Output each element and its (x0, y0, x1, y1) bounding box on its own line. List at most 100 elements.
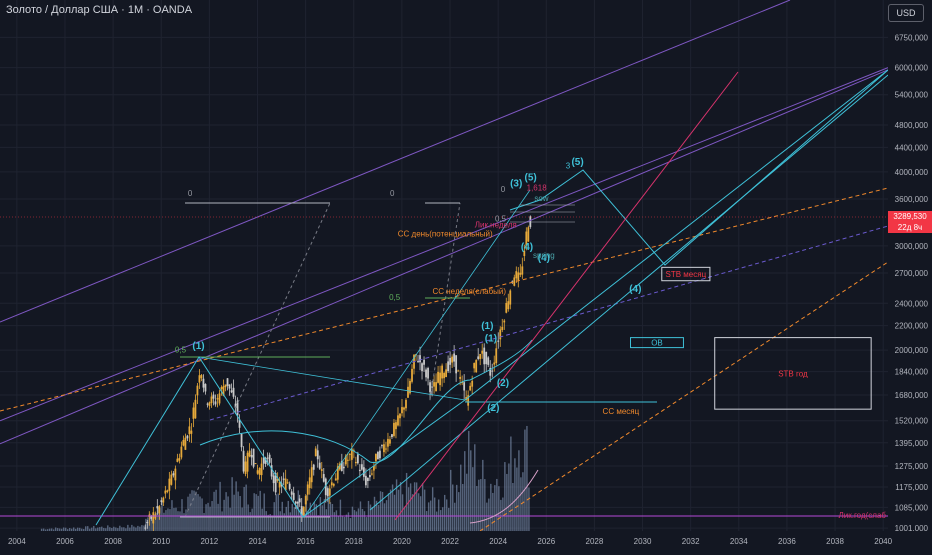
candle-body (276, 478, 279, 481)
candle-body (318, 462, 321, 469)
candle-body (340, 461, 343, 471)
volume-bar (62, 527, 65, 531)
wave-annotation: sow (534, 194, 548, 203)
candle-body (264, 457, 267, 465)
volume-bar (448, 507, 450, 531)
volume-bar (458, 492, 460, 531)
time-axis-tick: 2026 (537, 537, 555, 546)
candle-body (336, 466, 339, 480)
candle-body (443, 372, 445, 379)
candle-body (455, 355, 458, 374)
volume-bar (167, 508, 169, 531)
volume-bar (241, 507, 243, 531)
candle-body (507, 301, 510, 310)
price-axis (888, 0, 932, 550)
candle-body (491, 370, 494, 372)
price-axis-tick: 3600,000 (895, 195, 929, 204)
candle-body (160, 500, 163, 502)
time-axis-tick: 2022 (441, 537, 459, 546)
candle-body (282, 478, 285, 480)
candle-body (338, 463, 341, 470)
candle-body (166, 490, 169, 493)
volume-bar (514, 458, 516, 531)
volume-bar (333, 512, 336, 531)
volume-bar (127, 524, 129, 531)
volume-bar (456, 484, 458, 531)
volume-bar (417, 493, 420, 531)
volume-bar (439, 510, 442, 531)
volume-bar (275, 494, 277, 531)
currency-button[interactable]: USD (888, 4, 924, 22)
volume-bar (299, 509, 302, 531)
volume-bar (343, 516, 346, 531)
candle-body (312, 464, 315, 470)
candle-body (517, 272, 520, 281)
candle-body (300, 506, 303, 518)
candle-body (364, 475, 367, 486)
price-axis-tick: 6000,000 (895, 64, 929, 73)
volume-bar (335, 510, 338, 531)
candle-body (286, 482, 289, 484)
volume-bar (137, 525, 139, 531)
candle-body (270, 465, 273, 477)
volume-bar (113, 526, 115, 531)
price-axis-tick: 1085,000 (895, 503, 929, 512)
candle-body (385, 448, 387, 450)
candle-body (298, 498, 301, 503)
candle-body (401, 407, 403, 414)
volume-bar (472, 467, 474, 531)
wave-annotation: (4) (521, 242, 533, 253)
candle-body (419, 355, 421, 363)
volume-bar (195, 491, 197, 531)
volume-bar (269, 514, 271, 531)
volume-bar (147, 517, 149, 531)
candle-body (459, 376, 462, 379)
time-axis-tick: 2016 (297, 537, 315, 546)
volume-bar (239, 496, 241, 531)
candle-body (194, 399, 197, 419)
volume-bar (351, 506, 354, 531)
wave-1-2-line (198, 356, 466, 401)
volume-bar (500, 499, 502, 531)
candle-body (397, 415, 399, 426)
wave-annotation: 0 (501, 185, 506, 194)
candle-body (188, 426, 191, 435)
candle-body (292, 492, 295, 500)
volume-bar (341, 516, 344, 531)
candle-body (445, 369, 448, 378)
wave-annotation: (2) (487, 403, 499, 414)
candle-body (387, 438, 389, 447)
wave-annotation: 3 (566, 162, 571, 171)
volume-bar (321, 505, 324, 531)
candle-body (306, 484, 309, 495)
volume-bar (454, 502, 456, 531)
candle-body (212, 394, 215, 399)
volume-bar (425, 511, 428, 531)
candle-body (210, 396, 213, 404)
candle-body (296, 501, 299, 504)
volume-bar (85, 526, 87, 531)
time-axis-tick: 2036 (778, 537, 796, 546)
volume-bar (319, 497, 322, 531)
candle-body (248, 450, 251, 457)
volume-bar (361, 508, 364, 531)
candle-body (250, 454, 253, 458)
wave-structure-left (95, 356, 466, 526)
candle-body (373, 465, 375, 471)
gray-dashed-line-1 (184, 202, 331, 518)
candle-body (324, 478, 327, 496)
volume-bar (143, 525, 145, 531)
volume-bar (89, 528, 91, 531)
candle-body (403, 407, 405, 410)
candle-body (519, 272, 522, 275)
price-axis-tick: 1680,000 (895, 391, 929, 400)
candle-body (501, 326, 504, 330)
candle-body (274, 472, 277, 493)
volume-bar (325, 509, 328, 531)
volume-bar (381, 491, 384, 531)
volume-bar (289, 512, 291, 531)
volume-bar (435, 511, 438, 531)
candle-body (216, 398, 219, 400)
